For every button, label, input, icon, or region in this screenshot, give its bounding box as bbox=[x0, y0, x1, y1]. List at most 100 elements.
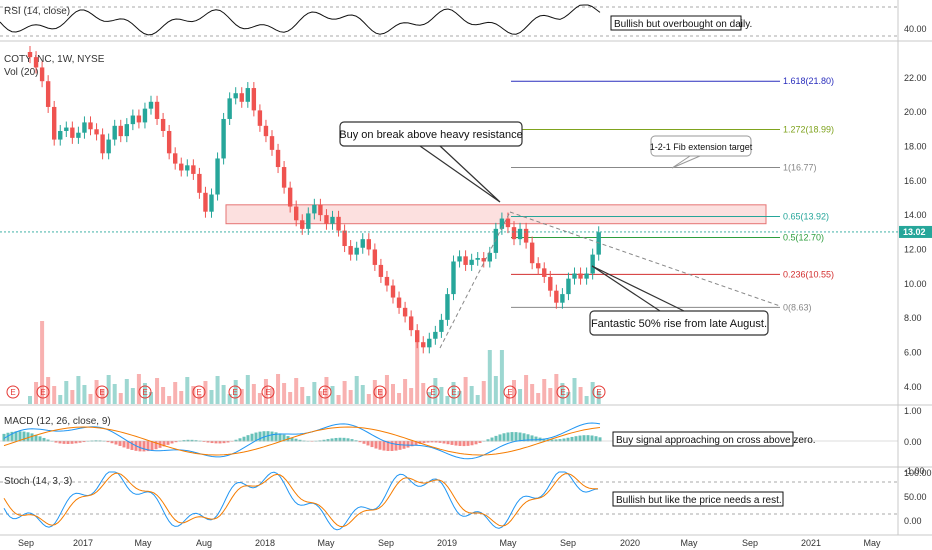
svg-text:Buy on break above heavy resis: Buy on break above heavy resistance bbox=[339, 129, 522, 141]
candle-body bbox=[578, 273, 583, 279]
candle-body bbox=[542, 268, 547, 277]
candle-body bbox=[88, 122, 93, 130]
trend-down-dashed bbox=[509, 211, 781, 307]
volume-bar bbox=[221, 385, 226, 404]
macd-bar bbox=[262, 431, 266, 442]
earnings-marker-circle bbox=[556, 385, 570, 399]
candle-body bbox=[136, 115, 142, 123]
price-tick: 6.00 bbox=[904, 347, 922, 357]
volume-bar bbox=[149, 392, 153, 404]
volume-bar bbox=[100, 389, 105, 404]
candle-body bbox=[166, 130, 172, 154]
macd-bar bbox=[74, 441, 78, 444]
macd-bar bbox=[22, 431, 26, 442]
earnings-marker-circle bbox=[318, 385, 332, 399]
earnings-marker-label: E bbox=[507, 388, 512, 397]
macd-bar bbox=[186, 439, 190, 442]
macd-tick-mid: 0.00 bbox=[904, 437, 922, 447]
macd-bar bbox=[222, 441, 226, 444]
macd-bar bbox=[554, 439, 558, 442]
macd-bar bbox=[378, 441, 382, 450]
macd-bar bbox=[458, 441, 462, 446]
x-tick: May bbox=[863, 538, 881, 548]
macd-bar bbox=[566, 437, 570, 442]
macd-bar bbox=[162, 441, 166, 447]
candle-body bbox=[82, 122, 87, 133]
candle-body bbox=[481, 258, 486, 262]
volume-bar bbox=[94, 380, 99, 404]
candle-body bbox=[457, 256, 462, 262]
candle-body bbox=[160, 118, 166, 131]
candle-body bbox=[281, 167, 287, 188]
volume-bar bbox=[82, 385, 87, 404]
price-tick: 16.00 bbox=[904, 176, 927, 186]
candle-body bbox=[451, 261, 456, 295]
x-tick: May bbox=[134, 538, 152, 548]
macd-bar bbox=[586, 435, 590, 442]
candle-body bbox=[70, 127, 75, 138]
candle-body bbox=[100, 134, 105, 154]
fib-label: 1(16.77) bbox=[783, 163, 817, 173]
earnings-marker-circle bbox=[261, 385, 275, 399]
macd-bar bbox=[266, 431, 270, 442]
fib-label: 1.272(18.99) bbox=[783, 124, 834, 134]
candle-body bbox=[52, 106, 57, 140]
earnings-marker-circle bbox=[95, 385, 109, 399]
candle-body bbox=[209, 194, 214, 212]
volume-bar bbox=[572, 378, 577, 404]
volume-bar bbox=[330, 386, 335, 404]
earnings-marker-circle bbox=[192, 385, 206, 399]
candle-body bbox=[529, 242, 535, 264]
macd-bar bbox=[334, 437, 338, 442]
candle-body bbox=[324, 215, 329, 224]
candle-body bbox=[191, 165, 196, 174]
stoch-tick-top: 100.00 bbox=[904, 468, 932, 478]
volume-bar bbox=[167, 396, 172, 404]
volume-bar bbox=[397, 393, 402, 404]
earnings-marker-label: E bbox=[40, 388, 45, 397]
macd-bar bbox=[598, 437, 602, 442]
volume-bar bbox=[409, 388, 414, 404]
macd-bar bbox=[26, 432, 30, 442]
macd-label: MACD (12, 26, close, 9) bbox=[4, 416, 111, 427]
volume-bar bbox=[40, 321, 45, 404]
volume-bar bbox=[475, 395, 480, 404]
volume-bar bbox=[336, 395, 341, 404]
volume-bar bbox=[282, 383, 287, 404]
macd-bar bbox=[434, 441, 438, 443]
symbol-label: COTY INC, 1W, NYSE bbox=[4, 54, 105, 65]
volume-bar bbox=[209, 390, 214, 404]
volume-bar bbox=[324, 377, 329, 404]
svg-text:1-2-1 Fib extension target: 1-2-1 Fib extension target bbox=[650, 142, 753, 152]
macd-bar bbox=[114, 441, 118, 445]
macd-bar bbox=[446, 441, 450, 445]
volume-bar bbox=[118, 393, 123, 404]
candle-body bbox=[269, 136, 275, 150]
volume-bar bbox=[487, 350, 492, 404]
svg-text:Buy signal approaching on cros: Buy signal approaching on cross above ze… bbox=[616, 435, 816, 446]
candle-body bbox=[76, 132, 81, 138]
macd-signal-line bbox=[3, 426, 601, 456]
x-tick: May bbox=[680, 538, 698, 548]
macd-bar bbox=[170, 441, 174, 444]
macd-bar bbox=[494, 435, 498, 442]
macd-bar bbox=[298, 439, 302, 442]
macd-bar bbox=[210, 441, 214, 444]
volume-bar bbox=[88, 394, 93, 404]
macd-bar bbox=[290, 437, 294, 442]
stoch-note: Bullish but like the price needs a rest. bbox=[612, 491, 784, 507]
macd-bar bbox=[514, 432, 518, 442]
price-tick: 18.00 bbox=[904, 141, 927, 151]
volume-bar bbox=[493, 376, 498, 404]
volume-bar bbox=[306, 396, 311, 404]
x-tick: Sep bbox=[378, 538, 394, 548]
candle-body bbox=[463, 256, 468, 265]
macd-bar bbox=[18, 431, 22, 442]
candle-body bbox=[263, 125, 269, 137]
macd-bar bbox=[254, 432, 258, 442]
fib-label: 0.5(12.70) bbox=[783, 232, 824, 242]
candle-body bbox=[33, 57, 39, 68]
macd-bar bbox=[78, 441, 82, 443]
candle-body bbox=[523, 228, 529, 243]
candle-body bbox=[227, 98, 232, 119]
